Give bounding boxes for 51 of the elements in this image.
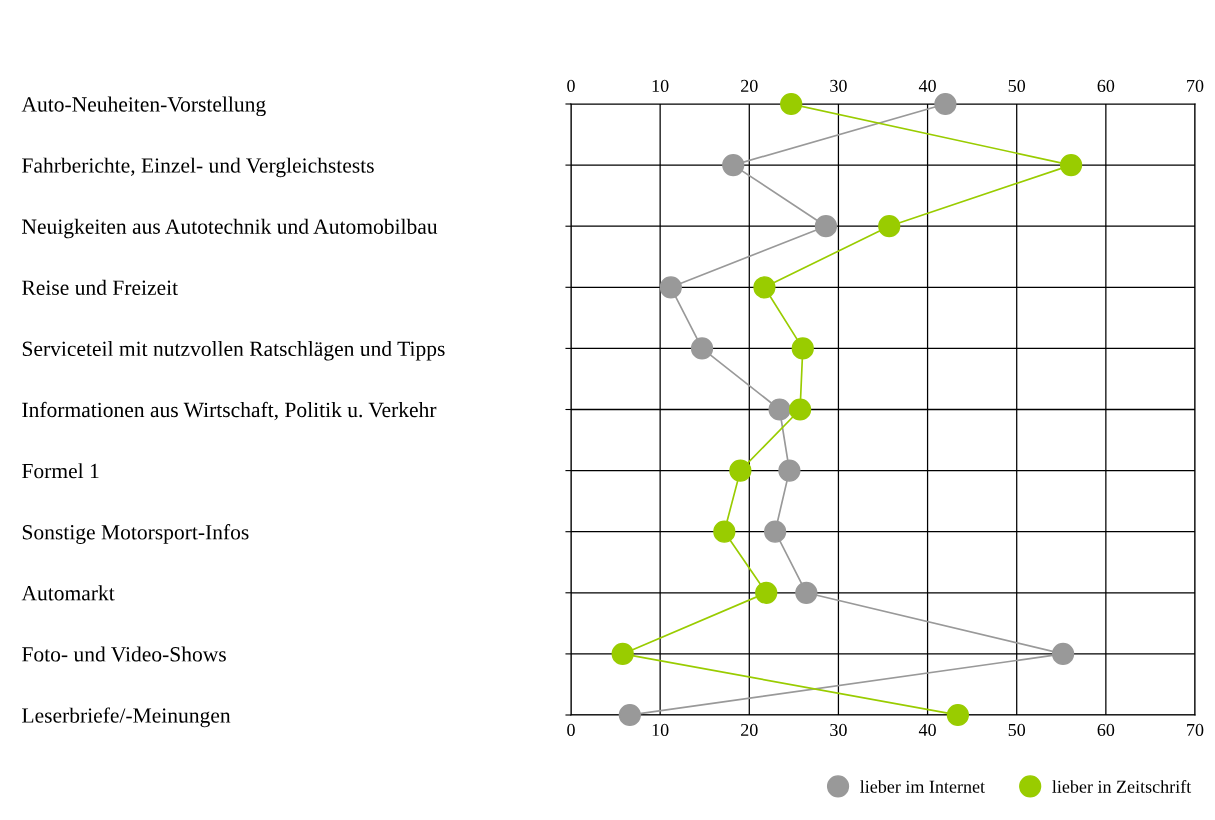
y-tick-label: Informationen aus Wirtschaft, Politik u. Verkehr: [22, 401, 437, 421]
y-tick-label: Leserbriefe/-Meinungen: [22, 707, 231, 728]
point: [755, 581, 778, 604]
y-tick-label: Foto- und Video-Shows: [22, 646, 226, 662]
point: [729, 459, 752, 482]
point: [878, 215, 901, 238]
point: [1051, 642, 1075, 666]
point: [788, 398, 812, 421]
y-tick-label: Sonstige Motorsport-Infos: [22, 524, 249, 544]
x2-tick-label: 0: [567, 79, 575, 92]
point: [713, 520, 736, 543]
x-tick-label: 20: [741, 723, 758, 737]
y-tick-label: Auto-Neuheiten-Vorstellung: [21, 96, 266, 117]
point: [791, 337, 814, 360]
point: [764, 520, 787, 543]
x-tick-label: 70: [1187, 723, 1204, 737]
x2-tick-label: 70: [1187, 79, 1204, 92]
x2-tick-label: 60: [1097, 79, 1115, 92]
y-tick-label: Serviceteil mit nutzvollen Ratschlägen und Tipps: [22, 340, 445, 361]
x2-tick-label: 10: [652, 79, 669, 92]
point: [780, 92, 803, 116]
x2-tick-label: 50: [1008, 79, 1026, 92]
point: [659, 276, 682, 299]
y-tick-label: Reise und Freizeit: [22, 279, 178, 295]
y-tick-label: Fahrberichte, Einzel- und Vergleichstests: [22, 157, 374, 178]
legend-label: lieber in Zeitschrift: [1052, 779, 1192, 793]
point: [1059, 153, 1083, 177]
point: [618, 703, 641, 727]
x-tick-label: 0: [567, 723, 575, 737]
x-tick-label: 30: [830, 723, 847, 737]
point: [778, 459, 801, 482]
x-tick-label: 10: [652, 723, 669, 737]
legend-label: lieber im Internet: [860, 780, 985, 793]
y-tick-label: Automarkt: [21, 585, 115, 601]
point: [814, 215, 838, 238]
x-tick-label: 40: [918, 723, 936, 737]
x-tick-label: 50: [1008, 723, 1026, 737]
point: [795, 581, 818, 604]
x2-tick-label: 40: [918, 79, 936, 92]
x-tick-label: 60: [1097, 723, 1115, 737]
x2-tick-label: 20: [741, 79, 758, 92]
y-tick-label: Neuigkeiten aus Autotechnik und Automobilbau: [22, 218, 438, 239]
point: [946, 703, 969, 727]
point: [934, 92, 957, 116]
point: [768, 398, 791, 421]
point: [690, 337, 714, 360]
point: [611, 642, 634, 666]
point: [753, 276, 776, 299]
y-tick-label: Formel 1: [22, 463, 99, 479]
point: [722, 153, 745, 177]
x2-tick-label: 30: [830, 79, 847, 92]
